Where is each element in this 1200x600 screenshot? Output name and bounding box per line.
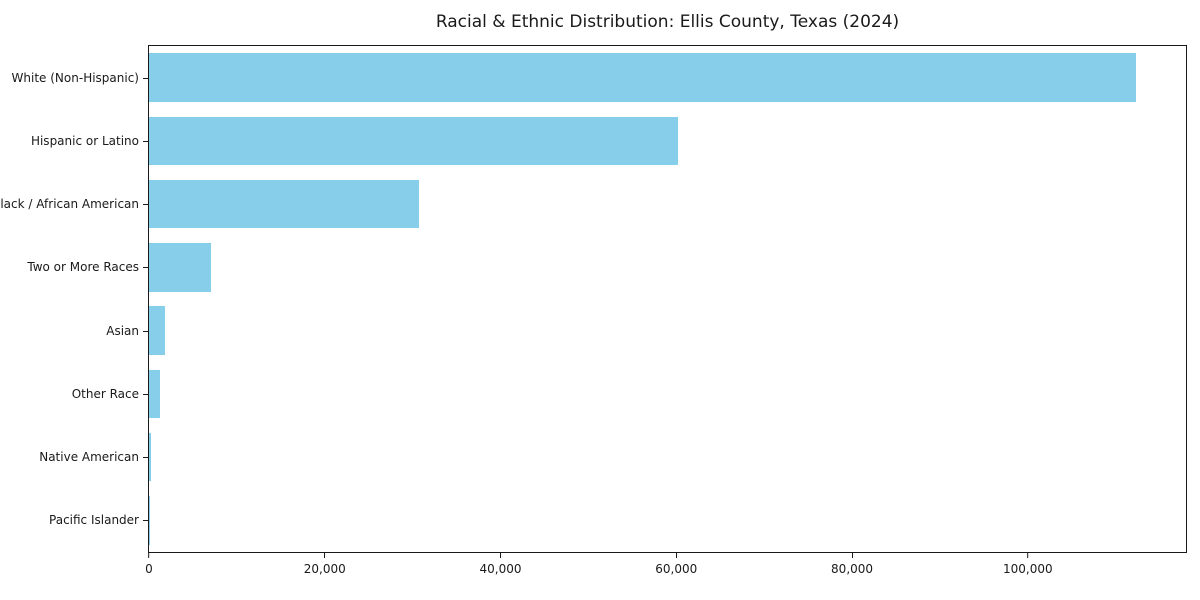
x-tick-label: 60,000 (655, 562, 698, 576)
y-axis-label: Native American (39, 450, 139, 465)
bar (149, 369, 160, 419)
y-axis-label: Hispanic or Latino (30, 133, 139, 148)
bar (149, 116, 679, 166)
bar-row: Two or More Races (27, 236, 1186, 299)
y-axis-label: Asian (106, 323, 139, 338)
x-tick-label: 80,000 (831, 562, 874, 576)
y-tick-mark (143, 267, 148, 269)
x-tick-mark (1027, 553, 1029, 558)
x-tick-label: 20,000 (303, 562, 346, 576)
x-axis-ticks: 0 20,000 40,000 60,000 80,000 100,000 (145, 552, 1186, 586)
x-tick-mark (148, 553, 150, 558)
y-tick-mark (143, 140, 148, 142)
x-tick: 80,000 (831, 553, 873, 576)
x-tick-label: 100,000 (1003, 562, 1053, 576)
bar-row: Pacific Islander (49, 489, 1186, 552)
y-tick-mark (143, 77, 148, 79)
x-tick-label: 40,000 (479, 562, 522, 576)
y-axis-label: Black / African American (0, 197, 139, 212)
y-axis-label: Other Race (71, 386, 139, 401)
y-axis-label: Pacific Islander (49, 513, 139, 528)
x-tick-mark (675, 553, 677, 558)
bar (149, 179, 419, 229)
x-tick-mark (324, 553, 326, 558)
bar (149, 496, 150, 545)
y-axis-label: White (Non-Hispanic) (11, 70, 139, 85)
x-tick: 0 (145, 553, 153, 576)
bar-row: Other Race (72, 362, 1186, 425)
x-tick-label: 0 (145, 562, 153, 576)
bar (149, 243, 211, 292)
x-tick: 40,000 (480, 553, 522, 576)
y-axis-label: Two or More Races (27, 260, 139, 275)
x-tick: 60,000 (655, 553, 697, 576)
y-tick-mark (143, 330, 148, 332)
chart-title: Racial & Ethnic Distribution: Ellis Coun… (435, 12, 900, 32)
bar-row: Black / African American (0, 173, 1186, 236)
x-tick: 100,000 (1003, 553, 1053, 576)
y-tick-mark (143, 520, 148, 522)
y-tick-mark (143, 204, 148, 206)
x-tick-mark (851, 553, 853, 558)
y-tick-mark (143, 393, 148, 395)
x-tick-mark (500, 553, 502, 558)
bar-row: Asian (106, 299, 1186, 362)
bar (149, 306, 165, 355)
plot-area: White (Non-Hispanic) Hispanic or Latino Bl… (0, 45, 1187, 576)
bar-row: Native American (39, 426, 1186, 489)
bar-rows: White (Non-Hispanic) Hispanic or Latino Bl… (0, 46, 1186, 552)
bar-row: White (Non-Hispanic) (12, 46, 1186, 109)
bar (149, 432, 152, 482)
x-tick: 20,000 (304, 553, 346, 576)
bar-row: Hispanic or Latino (31, 109, 1186, 172)
y-tick-mark (143, 457, 148, 459)
bar (149, 53, 1136, 102)
